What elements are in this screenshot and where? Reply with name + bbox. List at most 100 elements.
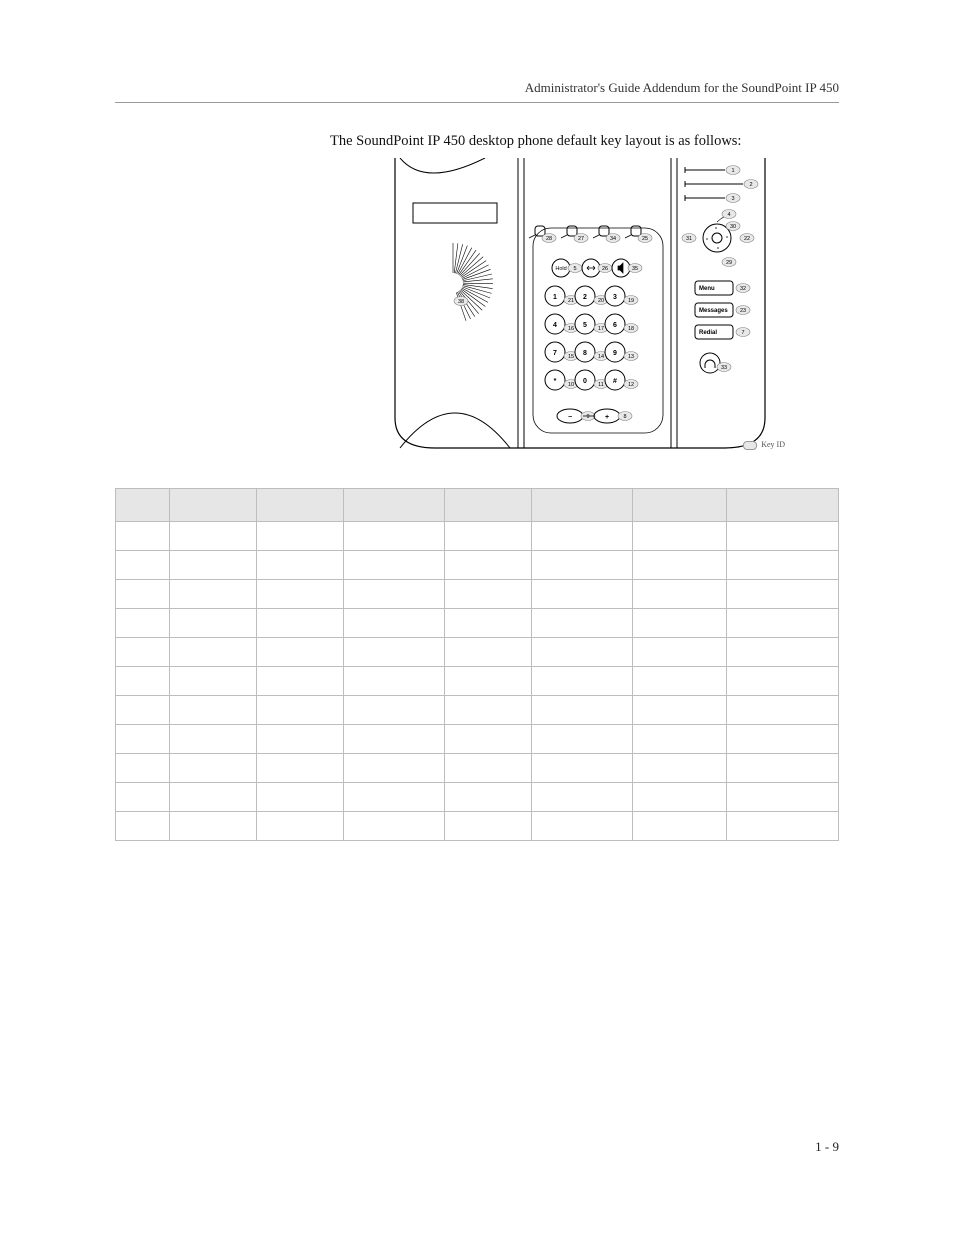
table-cell xyxy=(256,725,343,754)
svg-text:0: 0 xyxy=(583,378,587,385)
table-cell xyxy=(444,812,531,841)
svg-text:Messages: Messages xyxy=(699,308,728,314)
table-cell xyxy=(632,638,726,667)
table-cell xyxy=(343,580,444,609)
table-cell xyxy=(726,783,838,812)
svg-text:21: 21 xyxy=(568,298,574,304)
svg-text:12: 12 xyxy=(628,382,634,388)
table-cell xyxy=(531,725,632,754)
table-row xyxy=(116,696,839,725)
svg-text:#: # xyxy=(613,378,617,385)
table-cell xyxy=(444,783,531,812)
table-cell xyxy=(444,638,531,667)
key-layout-diagram: 3812328273425Hold52635422293130Menu32Mes… xyxy=(385,158,775,458)
svg-text:19: 19 xyxy=(628,298,634,304)
table-cell xyxy=(256,754,343,783)
table-header-cell xyxy=(343,489,444,522)
table-header-cell xyxy=(531,489,632,522)
table-cell xyxy=(343,638,444,667)
svg-text:9: 9 xyxy=(586,414,589,420)
svg-text:23: 23 xyxy=(740,308,746,314)
svg-text:Redial: Redial xyxy=(699,330,717,336)
table-cell xyxy=(343,812,444,841)
table-cell xyxy=(531,580,632,609)
svg-text:9: 9 xyxy=(613,350,617,357)
table-cell xyxy=(170,696,257,725)
svg-text:2: 2 xyxy=(583,294,587,301)
table-cell xyxy=(632,754,726,783)
table-cell xyxy=(726,696,838,725)
svg-text:15: 15 xyxy=(568,354,574,360)
table-cell xyxy=(632,580,726,609)
table-cell xyxy=(170,580,257,609)
svg-text:10: 10 xyxy=(568,382,574,388)
svg-text:*: * xyxy=(554,378,557,385)
table-cell xyxy=(116,696,170,725)
svg-text:38: 38 xyxy=(458,299,464,305)
svg-text:−: − xyxy=(568,414,572,421)
table-cell xyxy=(444,580,531,609)
table-header-cell xyxy=(726,489,838,522)
svg-text:25: 25 xyxy=(642,236,648,242)
table-cell xyxy=(343,783,444,812)
table-cell xyxy=(444,754,531,783)
table-cell xyxy=(726,638,838,667)
svg-text:4: 4 xyxy=(727,212,730,218)
table-cell xyxy=(531,609,632,638)
table-cell xyxy=(632,696,726,725)
table-cell xyxy=(256,812,343,841)
table-cell xyxy=(256,667,343,696)
svg-text:3: 3 xyxy=(613,294,617,301)
table-cell xyxy=(256,551,343,580)
svg-text:33: 33 xyxy=(721,365,727,371)
table-cell xyxy=(170,783,257,812)
svg-text:29: 29 xyxy=(726,260,732,266)
table-cell xyxy=(256,696,343,725)
svg-text:26: 26 xyxy=(602,266,608,272)
table-header-cell xyxy=(170,489,257,522)
table-cell xyxy=(632,609,726,638)
table-row xyxy=(116,580,839,609)
table-cell xyxy=(170,754,257,783)
svg-text:30: 30 xyxy=(730,224,736,230)
svg-text:7: 7 xyxy=(553,350,557,357)
svg-text:2: 2 xyxy=(749,182,752,188)
table-cell xyxy=(531,696,632,725)
table-row xyxy=(116,551,839,580)
table-cell xyxy=(726,725,838,754)
table-row xyxy=(116,638,839,667)
table-cell xyxy=(116,725,170,754)
table-cell xyxy=(531,522,632,551)
table-cell xyxy=(444,667,531,696)
table-cell xyxy=(632,783,726,812)
table-cell xyxy=(343,696,444,725)
table-cell xyxy=(632,667,726,696)
table-cell xyxy=(116,522,170,551)
svg-text:34: 34 xyxy=(610,236,616,242)
table-cell xyxy=(256,580,343,609)
table-cell xyxy=(343,609,444,638)
table-cell xyxy=(531,783,632,812)
table-cell xyxy=(444,696,531,725)
table-cell xyxy=(256,522,343,551)
key-id-oval-icon xyxy=(743,441,757,450)
page-number: 1 - 9 xyxy=(815,1139,839,1155)
svg-text:5: 5 xyxy=(583,322,587,329)
table-cell xyxy=(632,812,726,841)
table-cell xyxy=(116,812,170,841)
svg-text:6: 6 xyxy=(613,322,617,329)
svg-text:14: 14 xyxy=(598,354,604,360)
table-cell xyxy=(726,551,838,580)
table-cell xyxy=(343,725,444,754)
table-cell xyxy=(531,638,632,667)
header-rule xyxy=(115,102,839,103)
table-cell xyxy=(116,580,170,609)
table-row xyxy=(116,754,839,783)
table-cell xyxy=(726,522,838,551)
table-cell xyxy=(116,551,170,580)
table-cell xyxy=(531,812,632,841)
key-id-legend-label: Key ID xyxy=(761,440,785,449)
svg-text:8: 8 xyxy=(623,414,626,420)
table-cell xyxy=(531,667,632,696)
table-cell xyxy=(726,754,838,783)
